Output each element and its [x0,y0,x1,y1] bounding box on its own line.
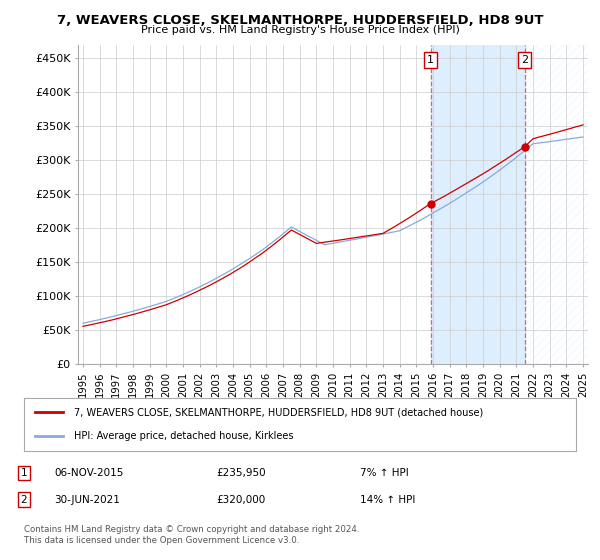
Text: 2: 2 [521,55,528,65]
Text: 1: 1 [20,468,28,478]
Bar [524,45,588,364]
Text: 7, WEAVERS CLOSE, SKELMANTHORPE, HUDDERSFIELD, HD8 9UT (detached house): 7, WEAVERS CLOSE, SKELMANTHORPE, HUDDERS… [74,408,483,418]
Text: HPI: Average price, detached house, Kirklees: HPI: Average price, detached house, Kirk… [74,431,293,441]
Text: 14% ↑ HPI: 14% ↑ HPI [360,494,415,505]
Text: £235,950: £235,950 [216,468,266,478]
Text: 2: 2 [20,494,28,505]
Text: £320,000: £320,000 [216,494,265,505]
Text: 7% ↑ HPI: 7% ↑ HPI [360,468,409,478]
Text: Price paid vs. HM Land Registry's House Price Index (HPI): Price paid vs. HM Land Registry's House … [140,25,460,35]
Bar [431,45,524,364]
Text: Contains HM Land Registry data © Crown copyright and database right 2024.
This d: Contains HM Land Registry data © Crown c… [24,525,359,545]
Text: 30-JUN-2021: 30-JUN-2021 [54,494,120,505]
Text: 7, WEAVERS CLOSE, SKELMANTHORPE, HUDDERSFIELD, HD8 9UT: 7, WEAVERS CLOSE, SKELMANTHORPE, HUDDERS… [57,14,543,27]
Text: 06-NOV-2015: 06-NOV-2015 [54,468,124,478]
Text: 1: 1 [427,55,434,65]
